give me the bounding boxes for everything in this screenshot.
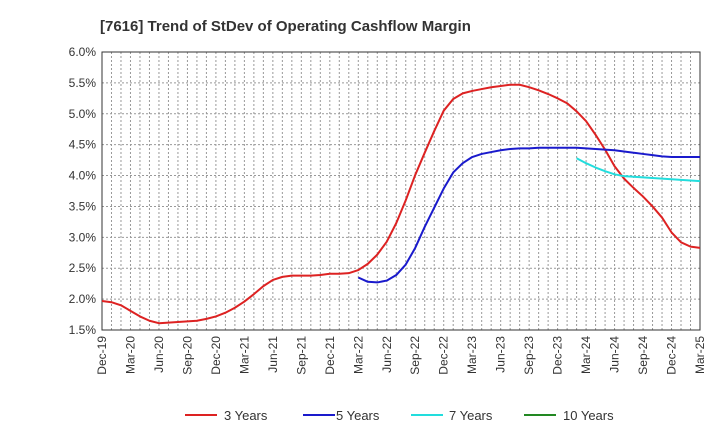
legend-label: 5 Years bbox=[336, 408, 380, 423]
x-tick-label: Mar-22 bbox=[351, 336, 365, 374]
plot-background bbox=[102, 52, 700, 330]
y-axis: 1.5% 2.0% 2.5% 3.0% 3.5% 4.0% 4.5% 5.0% 5.5% 6.0% bbox=[69, 45, 97, 337]
x-tick-label: Sep-20 bbox=[180, 336, 194, 375]
series-line-5-years bbox=[357, 146, 700, 284]
x-tick-label: Dec-24 bbox=[665, 336, 679, 375]
x-tick-label: Mar-23 bbox=[465, 336, 479, 374]
x-tick-label: Sep-21 bbox=[294, 336, 308, 375]
x-tick-label: Jun-20 bbox=[152, 336, 166, 373]
legend-item: 3 Years bbox=[185, 408, 268, 423]
legend-label: 3 Years bbox=[224, 408, 268, 423]
x-tick-label: Mar-20 bbox=[123, 336, 137, 374]
y-tick-label: 4.5% bbox=[69, 138, 97, 152]
x-tick-label: Jun-24 bbox=[608, 336, 622, 373]
x-tick-label: Dec-20 bbox=[209, 336, 223, 375]
x-tick-label: Sep-24 bbox=[636, 336, 650, 375]
x-tick-label: Mar-24 bbox=[579, 336, 593, 374]
plot-area bbox=[101, 51, 701, 331]
x-tick-label: Mar-25 bbox=[693, 336, 707, 374]
legend-item: 7 Years bbox=[411, 408, 493, 423]
x-tick-label: Sep-22 bbox=[408, 336, 422, 375]
y-tick-label: 5.0% bbox=[69, 107, 97, 121]
legend: 3 Years 5 Years 7 Years 10 Years bbox=[185, 408, 614, 423]
series-line-3-years bbox=[101, 83, 701, 325]
legend-label: 7 Years bbox=[449, 408, 493, 423]
y-tick-label: 5.5% bbox=[69, 76, 97, 90]
legend-item: 5 Years bbox=[303, 408, 380, 423]
x-tick-label: Jun-22 bbox=[380, 336, 394, 373]
y-tick-label: 2.0% bbox=[69, 292, 97, 306]
x-tick-label: Mar-21 bbox=[237, 336, 251, 374]
chart-title: [7616] Trend of StDev of Operating Cashf… bbox=[100, 18, 471, 35]
legend-label: 10 Years bbox=[563, 408, 614, 423]
y-tick-label: 2.5% bbox=[69, 261, 97, 275]
y-tick-label: 3.5% bbox=[69, 199, 97, 213]
x-tick-label: Jun-21 bbox=[266, 336, 280, 373]
y-tick-label: 3.0% bbox=[69, 230, 97, 244]
x-tick-label: Dec-19 bbox=[95, 336, 109, 375]
grid bbox=[101, 51, 701, 331]
x-tick-label: Dec-22 bbox=[437, 336, 451, 375]
x-axis: Dec-19 Mar-20 Jun-20 Sep-20 Dec-20 Mar-21 Jun-… bbox=[95, 336, 707, 375]
x-tick-label: Dec-21 bbox=[323, 336, 337, 375]
x-tick-label: Dec-23 bbox=[551, 336, 565, 375]
x-tick-label: Jun-23 bbox=[494, 336, 508, 373]
series-lines bbox=[101, 83, 701, 325]
plot-border bbox=[101, 51, 701, 331]
y-tick-label: 6.0% bbox=[69, 45, 97, 59]
legend-item: 10 Years bbox=[524, 408, 614, 423]
x-tick-label: Sep-23 bbox=[522, 336, 536, 375]
y-tick-label: 1.5% bbox=[69, 323, 97, 337]
y-tick-label: 4.0% bbox=[69, 169, 97, 183]
series-line-7-years bbox=[576, 157, 701, 183]
